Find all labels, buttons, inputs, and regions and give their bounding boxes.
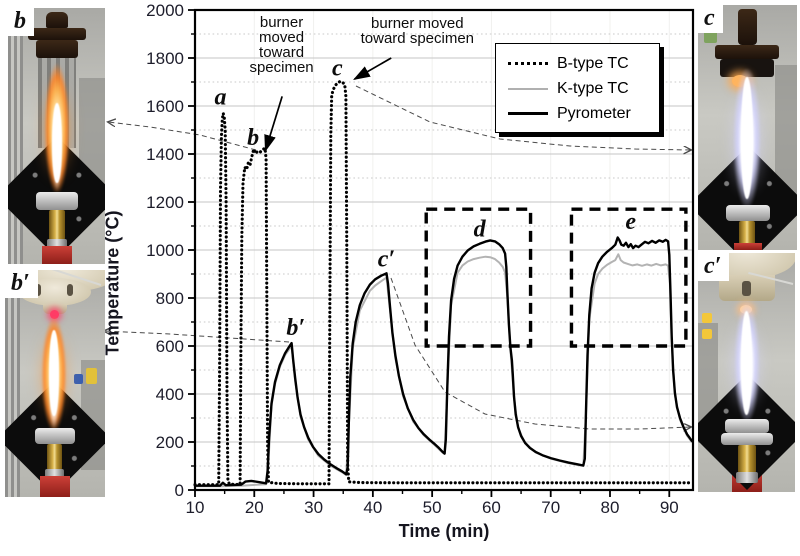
red-base-block — [42, 246, 72, 264]
legend-item-pyrometer: Pyrometer — [496, 101, 659, 126]
photo-label-c-prime: c′ — [698, 253, 730, 281]
connector-to-photo-c-prime — [390, 277, 691, 429]
y-tick-label: 2000 — [146, 1, 184, 20]
burner-top-flange — [28, 28, 86, 40]
burner-top-clamp — [36, 40, 78, 58]
y-tick-label: 1000 — [146, 241, 184, 260]
brass-nozzle — [739, 221, 755, 247]
y-tick-label: 800 — [156, 289, 184, 308]
dotted-line-sample-icon — [508, 62, 548, 65]
holder-slot — [35, 284, 41, 296]
brass-nozzle — [47, 444, 62, 470]
brass-nozzle — [738, 445, 756, 473]
curve-label-a: a — [214, 84, 226, 110]
warning-sticker — [702, 313, 712, 323]
callout-arrow-1 — [264, 96, 283, 153]
photo-label-c: c — [698, 5, 723, 33]
burner-head — [726, 205, 770, 221]
fixture-cylinder — [738, 9, 757, 45]
curve-label-c-prime: c′ — [378, 246, 395, 272]
x-tick-label: 80 — [601, 498, 620, 517]
callout-text-2: burner moved toward specimen — [361, 15, 474, 47]
photo-c-prime: c′ — [698, 253, 795, 492]
x-tick-label: 60 — [482, 498, 501, 517]
curve-label-e: e — [625, 209, 636, 235]
flame-core — [741, 311, 752, 415]
y-tick-label: 1200 — [146, 193, 184, 212]
burner-top-knob — [46, 12, 68, 28]
hex-nut — [47, 239, 67, 249]
burner-head — [36, 192, 78, 210]
curve-label-c: c — [332, 56, 343, 82]
x-tick-label: 10 — [186, 498, 205, 517]
y-tick-label: 1800 — [146, 49, 184, 68]
y-tick-label: 0 — [175, 481, 184, 500]
y-tick-label: 200 — [156, 433, 184, 452]
burner-body — [721, 433, 773, 445]
photo-b-prime: b′ — [5, 270, 105, 497]
hex-nut — [45, 469, 64, 479]
metal-rail — [8, 8, 23, 264]
connector-to-photo-b-prime — [104, 331, 290, 343]
fixture-block — [720, 59, 774, 77]
brass-nozzle — [49, 210, 65, 240]
curve-label-b-prime: b′ — [286, 315, 305, 341]
callout-text-1: burner moved toward specimen — [249, 14, 313, 76]
x-tick-label: 40 — [363, 498, 382, 517]
dashed-box-d — [424, 207, 533, 348]
holder-neck — [43, 304, 67, 314]
legend-item-b-type: B-type TC — [496, 51, 659, 76]
blue-object — [74, 374, 83, 384]
metal-rail — [5, 270, 20, 497]
x-tick-label: 30 — [304, 498, 323, 517]
fixture-flange — [715, 45, 779, 59]
flame-core — [52, 103, 62, 183]
connector-to-photo-b — [108, 122, 257, 151]
burner-head — [725, 419, 769, 433]
yellow-bottle — [86, 368, 97, 384]
holder-slot — [742, 281, 751, 296]
legend-item-k-type: K-type TC — [496, 76, 659, 101]
flame-core — [49, 330, 59, 416]
photo-label-b: b — [8, 8, 34, 36]
red-base-block — [40, 476, 70, 497]
black-line-sample-icon — [508, 112, 548, 115]
burner-head — [35, 428, 75, 444]
x-tick-label: 90 — [660, 498, 679, 517]
series-line-pyrometer — [193, 236, 693, 487]
x-axis-title: Time (min) — [398, 521, 490, 541]
x-tick-label: 70 — [541, 498, 560, 517]
x-tick-label: 50 — [423, 498, 442, 517]
photo-c: c — [698, 5, 797, 250]
gray-line-sample-icon — [508, 87, 548, 90]
chart-legend: B-type TC K-type TC Pyrometer — [495, 43, 660, 133]
red-base-block — [734, 243, 762, 250]
warning-sticker — [702, 329, 712, 339]
dashed-box-e — [569, 207, 688, 348]
hex-nut — [736, 472, 758, 483]
callout-arrow-2 — [353, 57, 392, 80]
y-tick-label: 1400 — [146, 145, 184, 164]
curve-label-d: d — [474, 216, 487, 242]
connector-to-photo-c — [355, 85, 691, 150]
photo-b: b — [8, 8, 105, 264]
flame-core — [741, 77, 753, 199]
x-tick-label: 20 — [245, 498, 264, 517]
y-tick-label: 400 — [156, 385, 184, 404]
holder-slot — [67, 284, 73, 296]
y-tick-label: 600 — [156, 337, 184, 356]
curve-label-b: b — [247, 125, 259, 151]
y-tick-label: 1600 — [146, 97, 184, 116]
photo-label-b-prime: b′ — [5, 270, 38, 298]
lab-background — [775, 65, 797, 205]
